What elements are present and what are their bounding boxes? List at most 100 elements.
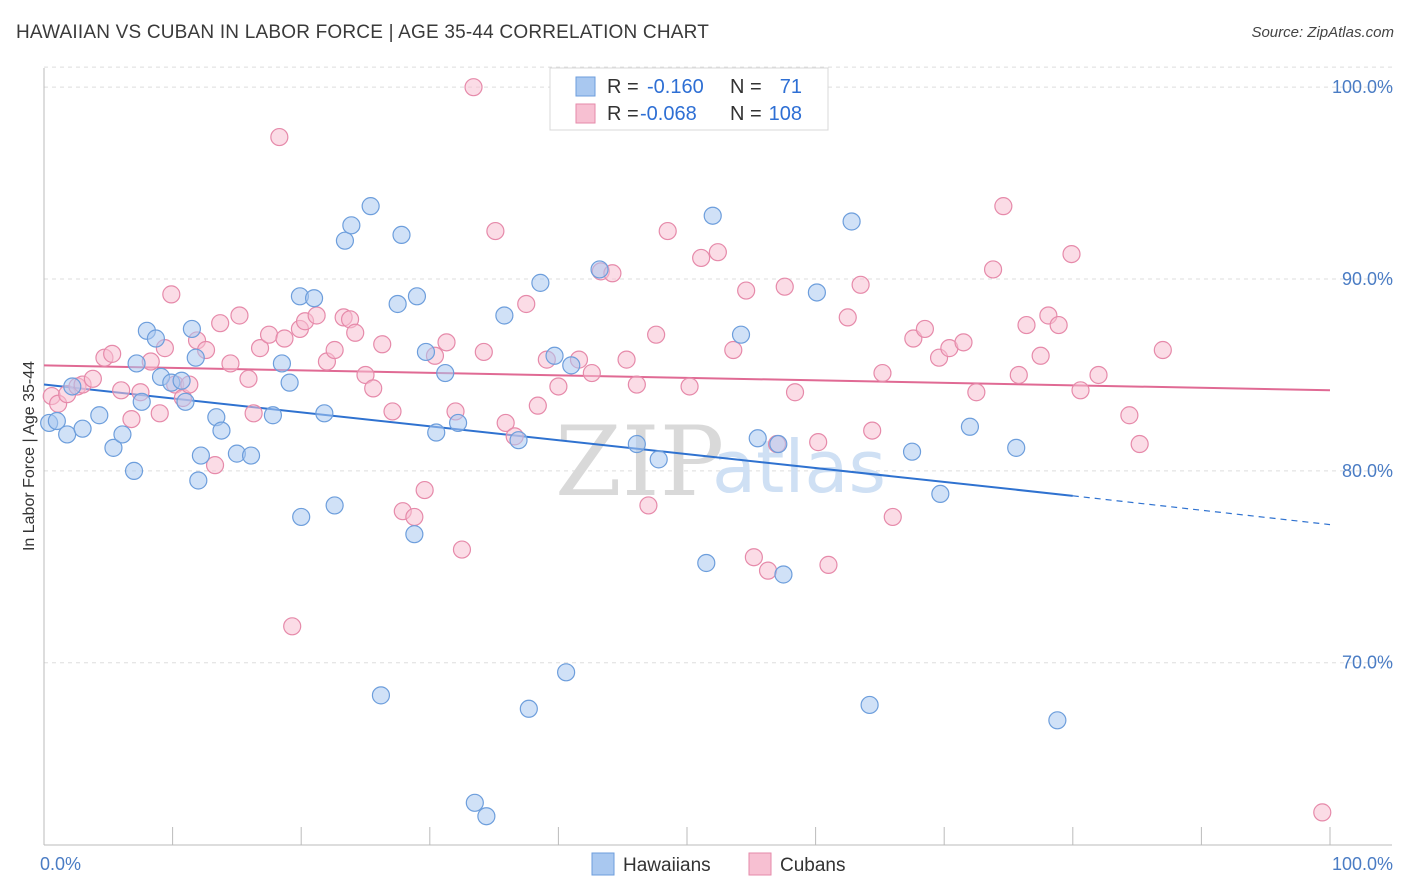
- hawaiians-point: [842, 212, 861, 231]
- legend-r-value-1: -0.160: [647, 76, 704, 98]
- cubans-point: [1017, 315, 1036, 335]
- y-tick-label-0: 70.0%: [1342, 653, 1393, 673]
- cubans-point: [617, 350, 636, 369]
- cubans-point: [983, 260, 1003, 279]
- cubans-point: [356, 365, 375, 385]
- hawaiians-point: [280, 373, 299, 392]
- hawaiians-point: [189, 471, 208, 490]
- cubans-point: [452, 540, 472, 559]
- y-tick-label-2: 90.0%: [1342, 269, 1393, 289]
- hawaiians-point: [212, 421, 231, 440]
- legend-swatch-cubans: [575, 103, 596, 124]
- x-tick-label-0: 0.0%: [40, 854, 81, 874]
- cubans-point: [150, 404, 169, 423]
- hawaiians-points: [40, 197, 1067, 826]
- series-legend-label-hawaiians: Hawaiians: [623, 855, 711, 876]
- cubans-point: [230, 306, 249, 325]
- hawaiians-point: [405, 525, 424, 544]
- hawaiians-point: [416, 342, 436, 362]
- y-tick-label-3: 100.0%: [1332, 77, 1393, 97]
- hawaiians-point: [47, 411, 66, 431]
- hawaiians-point: [562, 356, 581, 375]
- cubans-point: [708, 243, 727, 262]
- cubans-point: [863, 421, 882, 440]
- hawaiians-point: [90, 406, 109, 425]
- hawaiians-point: [697, 553, 716, 573]
- cubans-point: [758, 561, 778, 580]
- cubans-point: [744, 548, 763, 567]
- cubans-point: [1313, 803, 1332, 822]
- cubans-point: [775, 277, 794, 296]
- cubans-point: [162, 285, 181, 304]
- cubans-point: [1062, 244, 1081, 264]
- cubans-point: [658, 221, 677, 241]
- hawaiians-point: [902, 442, 922, 461]
- hawaiians-point: [392, 225, 411, 245]
- legend-r-label-1: R =: [607, 76, 639, 98]
- hawaiians-point: [132, 392, 151, 411]
- cubans-point: [474, 342, 493, 362]
- cubans-point: [549, 377, 568, 396]
- source-credit: Source: ZipAtlas.com: [1251, 24, 1394, 41]
- cubans-point: [582, 363, 601, 383]
- hawaiians-point: [519, 699, 538, 718]
- legend-r-value-2: -0.068: [640, 103, 697, 125]
- cubans-point: [259, 325, 279, 344]
- hawaiians-point: [335, 231, 355, 250]
- cubans-point: [83, 369, 102, 388]
- cubans-point: [680, 377, 699, 396]
- cubans-point: [883, 507, 902, 527]
- legend-n-label-1: N =: [730, 76, 762, 98]
- cubans-point: [737, 281, 756, 300]
- cubans-point: [692, 248, 711, 268]
- hawaiians-point: [186, 348, 205, 367]
- cubans-point: [967, 383, 986, 402]
- series-legend: Hawaiians Cubans: [591, 852, 846, 876]
- series-legend-swatch-cubans: [748, 852, 772, 876]
- hawaiians-point: [703, 206, 722, 225]
- hawaiians-point: [73, 419, 92, 438]
- hawaiians-point: [325, 496, 344, 515]
- hawaiians-point: [176, 392, 195, 411]
- legend-n-value-1: 71: [780, 76, 802, 98]
- hawaiians-point: [146, 329, 165, 348]
- stats-legend: R = -0.160 N = 71 R = -0.068 N = 108: [549, 67, 829, 131]
- cubans-point: [239, 369, 258, 388]
- cubans-point: [364, 379, 383, 398]
- hawaiians-point: [1007, 438, 1026, 457]
- hawaiians-point: [172, 371, 191, 390]
- cubans-point: [221, 354, 240, 373]
- y-tick-labels: 70.0% 80.0% 90.0% 100.0%: [1332, 77, 1393, 673]
- hawaiians-point: [590, 260, 609, 279]
- cubans-point: [1031, 346, 1050, 365]
- cubans-point: [819, 555, 838, 574]
- hawaiians-point: [304, 289, 324, 308]
- cubans-point: [1089, 365, 1108, 385]
- cubans-point: [346, 323, 365, 342]
- cubans-point: [496, 413, 515, 433]
- cubans-point: [851, 275, 870, 294]
- y-tick-label-1: 80.0%: [1342, 461, 1393, 481]
- cubans-point: [994, 197, 1013, 216]
- cubans-point: [639, 496, 658, 515]
- hawaiians-point: [495, 306, 514, 325]
- hawaiians-point: [182, 319, 201, 339]
- cubans-point: [528, 396, 547, 415]
- hawaiians-point: [342, 216, 361, 235]
- hawaiians-point: [263, 406, 283, 425]
- cubans-point: [1049, 315, 1068, 335]
- hawaiians-trend-solid: [43, 383, 1073, 497]
- cubans-point: [415, 480, 434, 500]
- cubans-point: [250, 339, 270, 358]
- cubans-point: [647, 325, 666, 344]
- hawaiians-point: [371, 686, 391, 705]
- hawaiians-point: [807, 283, 826, 302]
- x-tick-label-1: 100.0%: [1332, 854, 1393, 874]
- cubans-point: [1071, 381, 1090, 400]
- hawaiians-point: [774, 565, 793, 584]
- hawaiians-point: [960, 417, 980, 436]
- y-axis-label: In Labor Force | Age 35-44: [21, 361, 38, 551]
- cubans-point: [809, 433, 828, 452]
- cubans-point: [1153, 340, 1172, 360]
